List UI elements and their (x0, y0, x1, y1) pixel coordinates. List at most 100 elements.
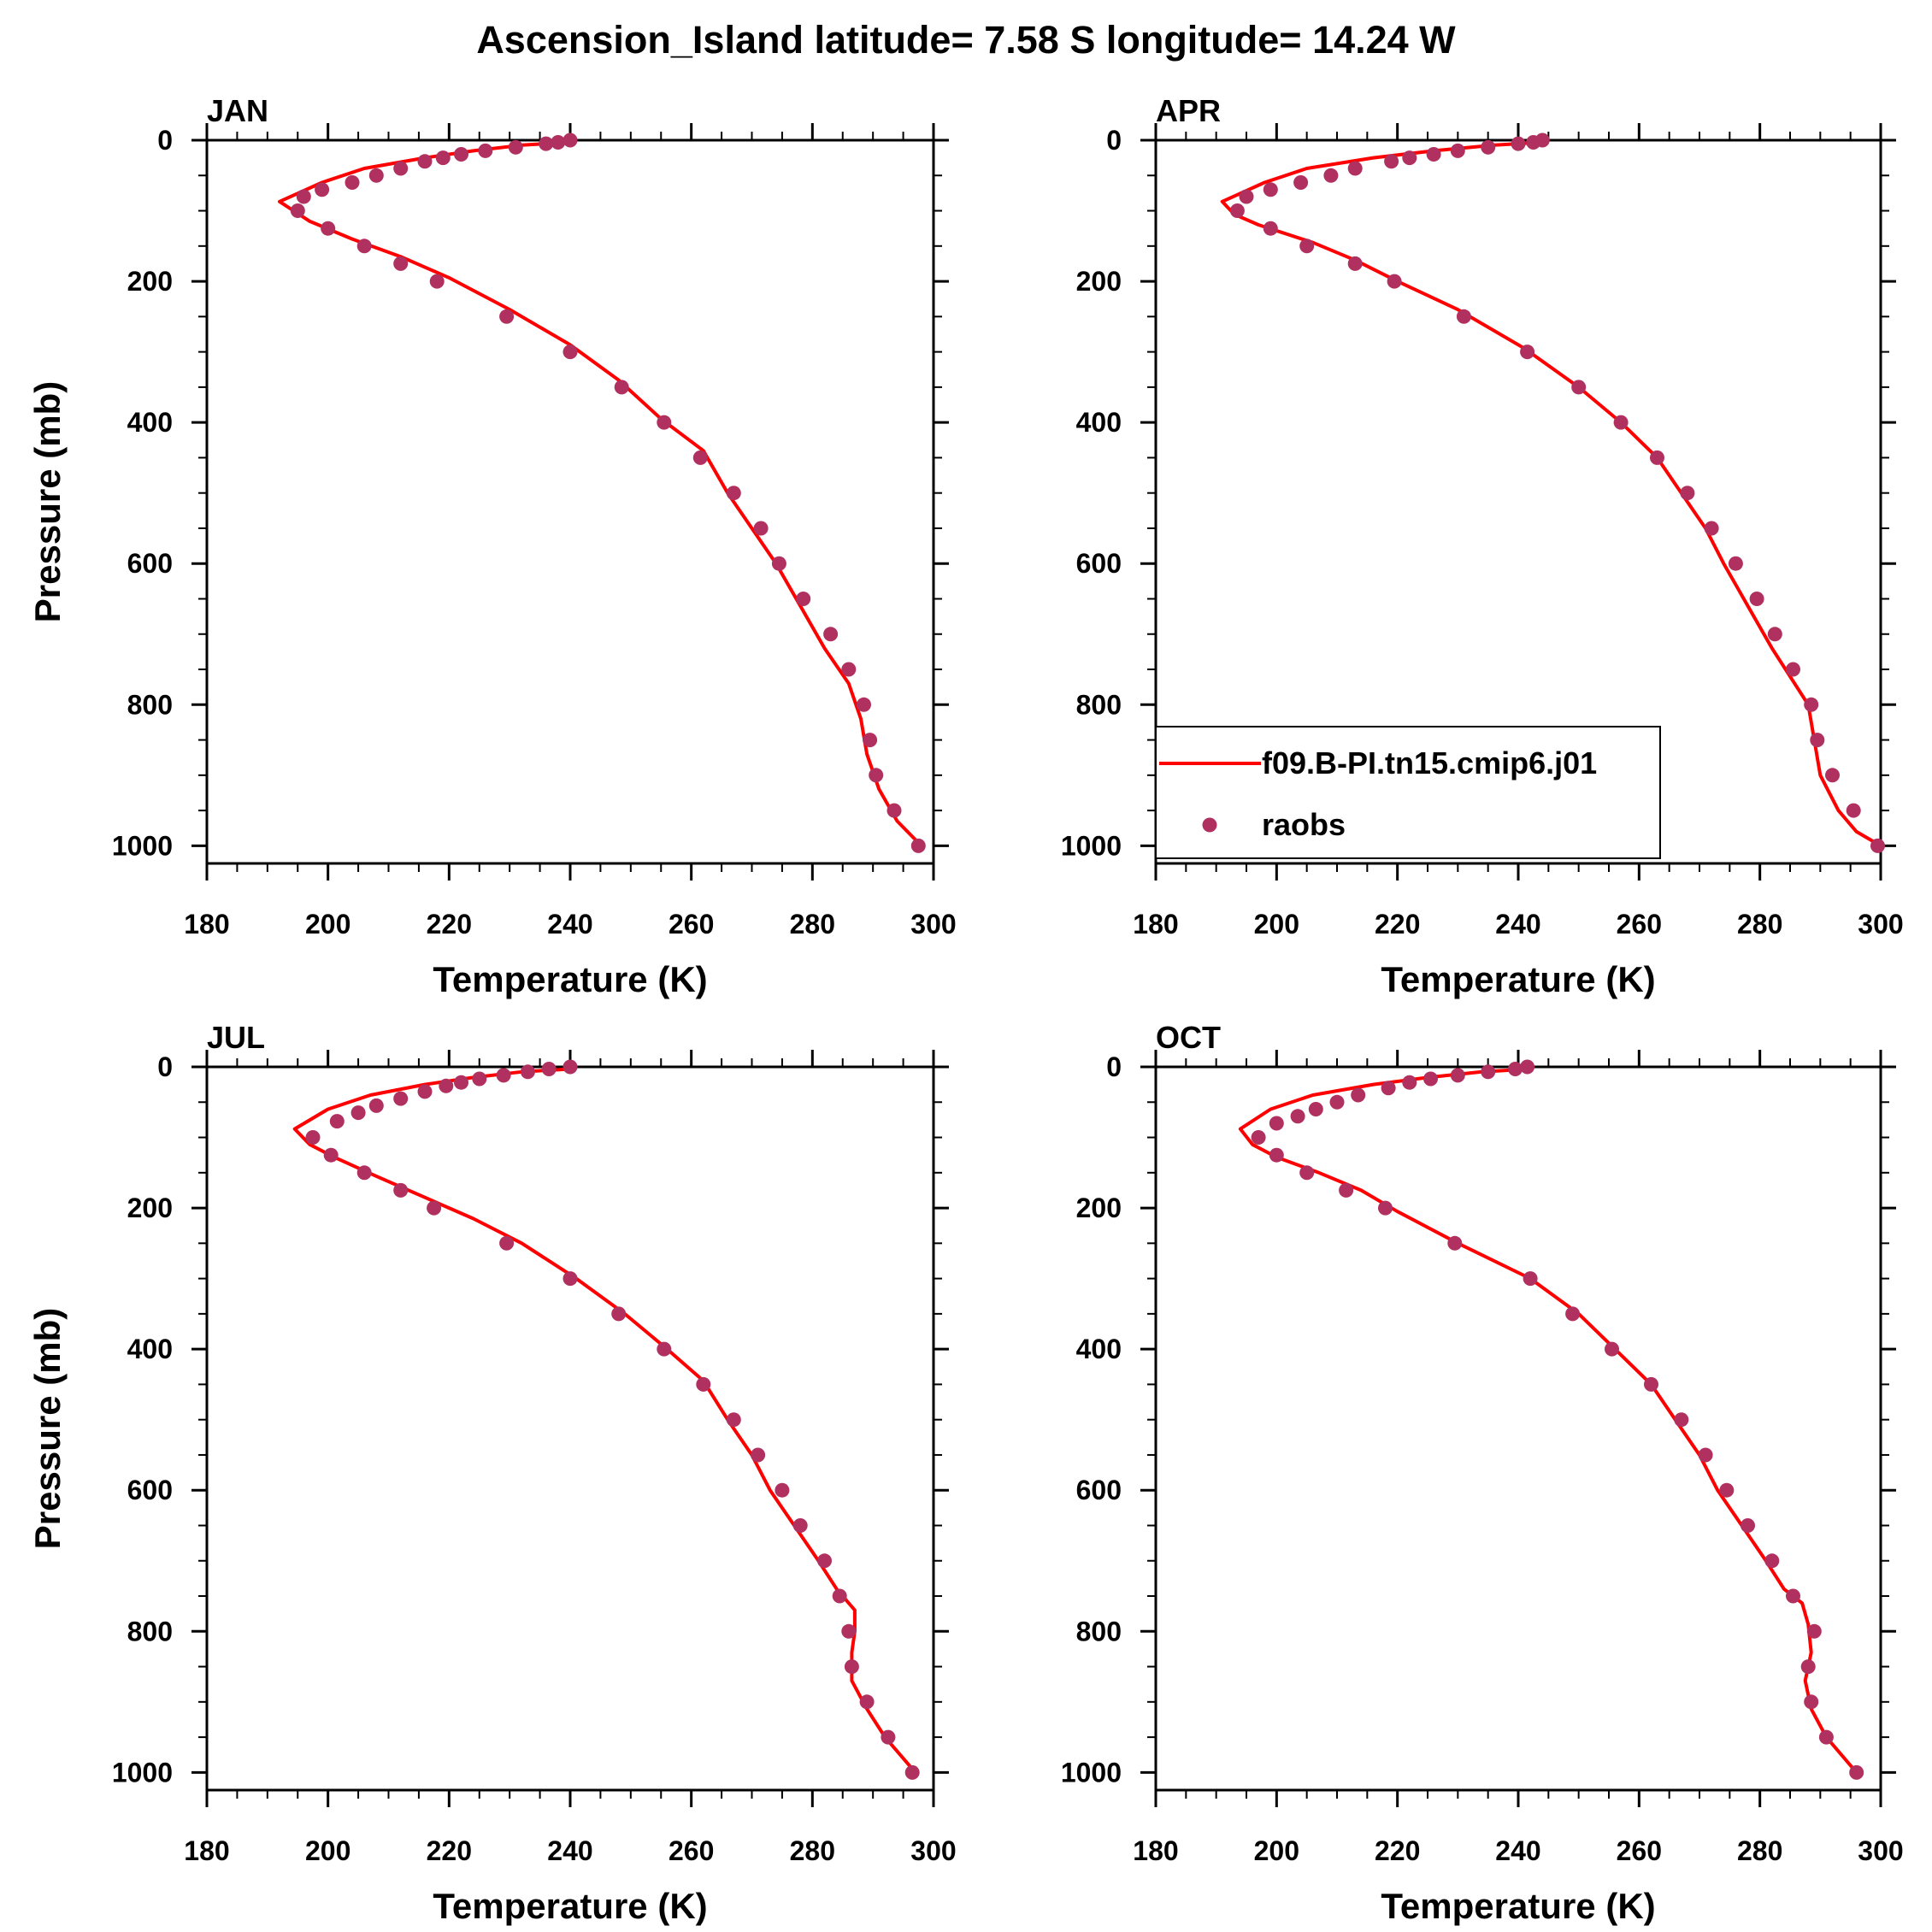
y-tick-label: 800 (127, 689, 173, 720)
raobs-point (541, 1062, 557, 1076)
raobs-point (356, 239, 372, 254)
raobs-point (1229, 203, 1245, 218)
raobs-point (611, 1306, 627, 1322)
raobs-point (1511, 136, 1526, 151)
raobs-point (1804, 697, 1819, 712)
raobs-point (305, 1130, 321, 1145)
raobs-point (478, 143, 493, 158)
y-tick-label: 800 (1076, 1616, 1122, 1646)
raobs-point (393, 256, 409, 271)
plot-frame (205, 138, 935, 865)
raobs-point (1526, 135, 1541, 150)
raobs-point (1644, 1376, 1658, 1392)
y-tick-label: 200 (1076, 1193, 1122, 1223)
x-tick-label: 300 (1858, 1835, 1903, 1866)
y-tick-label: 400 (1076, 407, 1122, 438)
raobs-point (1447, 1235, 1463, 1251)
raobs-point (321, 221, 336, 236)
raobs-point (1450, 1068, 1465, 1083)
y-tick-label: 1000 (1061, 1757, 1122, 1788)
x-tick-label: 200 (305, 1835, 350, 1866)
raobs-point (1456, 309, 1471, 324)
raobs-point (323, 1147, 339, 1163)
raobs-point (726, 486, 741, 501)
y-tick-label: 0 (157, 1051, 173, 1082)
raobs-point (356, 1165, 372, 1181)
raobs-point (817, 1553, 832, 1569)
raobs-point (1571, 380, 1587, 395)
y-tick-label: 0 (1106, 1051, 1122, 1082)
x-tick-label: 220 (1375, 1835, 1420, 1866)
raobs-point (1308, 1102, 1323, 1116)
raobs-point (775, 1482, 790, 1498)
raobs-point (1299, 1165, 1315, 1181)
raobs-point (368, 168, 384, 183)
raobs-point (1402, 150, 1417, 166)
raobs-point (1846, 803, 1861, 818)
raobs-point (1384, 154, 1399, 169)
raobs-point (1650, 450, 1664, 465)
x-tick-label: 280 (790, 909, 835, 939)
x-tick-label: 280 (1737, 1835, 1782, 1866)
raobs-point (1450, 143, 1465, 158)
raobs-point (904, 1764, 920, 1780)
raobs-point (1800, 1659, 1816, 1675)
y-tick-label: 400 (127, 1334, 173, 1364)
x-tick-label: 280 (1737, 909, 1782, 939)
raobs-point (1251, 1130, 1266, 1145)
legend: f09.B-PI.tn15.cmip6.j01 raobs (1155, 726, 1661, 859)
plot-frame (205, 1065, 935, 1792)
raobs-point (1347, 161, 1363, 176)
raobs-point (563, 1059, 578, 1075)
raobs-point (1767, 627, 1782, 642)
y-tick-label: 400 (1076, 1334, 1122, 1364)
raobs-point (1481, 139, 1496, 155)
raobs-point (841, 1623, 857, 1639)
raobs-point (368, 1098, 384, 1113)
x-tick-label: 200 (305, 909, 350, 939)
raobs-point (614, 380, 629, 395)
raobs-point (350, 1105, 366, 1121)
panel-title-oct: OCT (1156, 1020, 1221, 1055)
raobs-point (563, 133, 578, 148)
raobs-point (886, 803, 902, 818)
raobs-point (796, 592, 811, 606)
panel-oct: OCT 0 200 400 600 800 1000 180 200 220 240 260 280 30… (1061, 1020, 1904, 1926)
raobs-point (1339, 1182, 1354, 1198)
x-tick-label: 180 (1133, 1835, 1178, 1866)
raobs-point (857, 697, 871, 712)
x-tick-label: 300 (1858, 909, 1903, 939)
raobs-point (753, 521, 769, 536)
x-tick-label: 260 (669, 1835, 714, 1866)
raobs-point (520, 1064, 535, 1080)
x-tick-label: 240 (547, 909, 592, 939)
raobs-point (1870, 838, 1885, 853)
raobs-point (751, 1447, 766, 1463)
raobs-point (563, 345, 578, 360)
y-tick-label: 0 (1106, 125, 1122, 156)
raobs-point (393, 1182, 409, 1198)
raobs-point (290, 203, 305, 218)
y-tick-label: 200 (1076, 266, 1122, 297)
y-tick-label: 600 (1076, 548, 1122, 579)
raobs-point (1728, 556, 1743, 571)
raobs-point (869, 768, 884, 783)
raobs-point (726, 1412, 741, 1428)
y-tick-label: 400 (127, 407, 173, 438)
x-tick-label: 240 (1495, 909, 1540, 939)
x-tick-label: 260 (1617, 909, 1662, 939)
raobs-point (1351, 1087, 1366, 1103)
model-profile-line (278, 140, 923, 847)
raobs-point (859, 1694, 875, 1710)
y-tick-label: 600 (127, 548, 173, 579)
legend-model-label: f09.B-PI.tn15.cmip6.j01 (1262, 745, 1597, 780)
y-tick-label: 0 (157, 125, 173, 156)
raobs-point (1269, 1147, 1284, 1163)
raobs-point (1674, 1412, 1689, 1428)
raobs-point (472, 1071, 487, 1087)
raobs-point (657, 1341, 672, 1357)
x-tick-label: 280 (790, 1835, 835, 1866)
raobs-point (1806, 1623, 1822, 1639)
y-axis-label: Pressure (mb) (27, 1308, 68, 1549)
y-tick-label: 1000 (112, 830, 173, 861)
